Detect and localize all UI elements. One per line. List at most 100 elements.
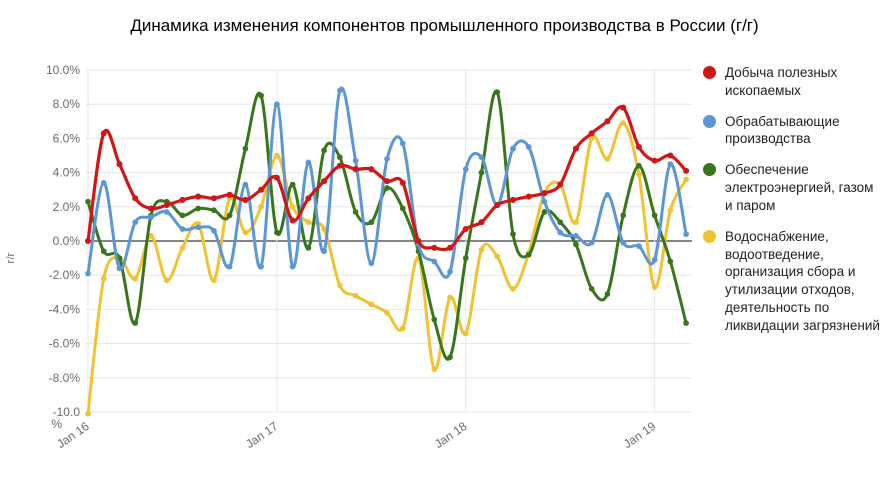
data-point[interactable] bbox=[604, 191, 611, 198]
data-point[interactable] bbox=[321, 248, 327, 255]
data-point[interactable] bbox=[368, 166, 375, 173]
data-point[interactable] bbox=[399, 140, 406, 147]
data-point[interactable] bbox=[573, 233, 579, 239]
data-point[interactable] bbox=[683, 167, 690, 174]
data-point[interactable] bbox=[336, 282, 343, 289]
data-point[interactable] bbox=[195, 193, 202, 200]
data-point[interactable] bbox=[84, 237, 92, 245]
data-point[interactable] bbox=[588, 130, 595, 137]
data-point[interactable] bbox=[148, 214, 154, 220]
data-point[interactable] bbox=[242, 145, 249, 152]
data-point[interactable] bbox=[242, 196, 249, 204]
data-point[interactable] bbox=[384, 178, 391, 185]
data-point[interactable] bbox=[226, 212, 233, 219]
data-point[interactable] bbox=[667, 258, 674, 265]
legend-item-mining[interactable]: Добыча полезных ископаемых bbox=[703, 64, 883, 100]
data-point[interactable] bbox=[494, 202, 501, 209]
data-point[interactable] bbox=[305, 159, 312, 166]
data-point[interactable] bbox=[179, 244, 186, 251]
data-point[interactable] bbox=[683, 176, 689, 183]
data-point[interactable] bbox=[305, 219, 312, 226]
data-point[interactable] bbox=[572, 145, 579, 152]
data-point[interactable] bbox=[510, 231, 516, 238]
data-point[interactable] bbox=[510, 145, 516, 152]
data-point[interactable] bbox=[415, 237, 422, 245]
data-point[interactable] bbox=[336, 87, 343, 94]
data-point[interactable] bbox=[620, 104, 627, 111]
data-point[interactable] bbox=[447, 268, 453, 275]
data-point[interactable] bbox=[604, 118, 611, 125]
data-point[interactable] bbox=[478, 219, 485, 226]
legend-item-water[interactable]: Водоснабжение, водоотведение, организаци… bbox=[703, 228, 883, 335]
data-point[interactable] bbox=[289, 263, 296, 270]
data-point[interactable] bbox=[557, 229, 564, 236]
data-point[interactable] bbox=[352, 292, 359, 299]
data-point[interactable] bbox=[447, 354, 453, 361]
data-point[interactable] bbox=[258, 263, 264, 270]
data-point[interactable] bbox=[336, 154, 343, 161]
data-point[interactable] bbox=[525, 193, 532, 200]
data-point[interactable] bbox=[399, 325, 406, 332]
data-point[interactable] bbox=[132, 195, 139, 202]
data-point[interactable] bbox=[100, 275, 107, 282]
data-point[interactable] bbox=[557, 219, 564, 226]
data-point[interactable] bbox=[85, 198, 91, 205]
data-point[interactable] bbox=[384, 185, 390, 191]
data-point[interactable] bbox=[368, 219, 375, 226]
data-point[interactable] bbox=[447, 294, 453, 301]
data-point[interactable] bbox=[352, 157, 359, 164]
data-point[interactable] bbox=[289, 203, 296, 210]
data-point[interactable] bbox=[494, 253, 501, 260]
data-point[interactable] bbox=[446, 244, 454, 251]
data-point[interactable] bbox=[667, 207, 674, 214]
data-point[interactable] bbox=[305, 195, 312, 202]
data-point[interactable] bbox=[352, 166, 359, 173]
data-point[interactable] bbox=[132, 275, 139, 282]
data-point[interactable] bbox=[604, 291, 611, 297]
data-point[interactable] bbox=[100, 180, 107, 186]
legend-item-manufacturing[interactable]: Обрабатывающие производства bbox=[703, 113, 883, 149]
data-point[interactable] bbox=[368, 260, 375, 267]
data-point[interactable] bbox=[462, 330, 469, 337]
data-point[interactable] bbox=[683, 320, 689, 326]
data-point[interactable] bbox=[274, 101, 280, 108]
data-point[interactable] bbox=[651, 157, 658, 164]
data-point[interactable] bbox=[462, 255, 469, 261]
data-point[interactable] bbox=[179, 226, 186, 232]
data-point[interactable] bbox=[274, 229, 280, 236]
data-point[interactable] bbox=[541, 198, 548, 205]
data-point[interactable] bbox=[620, 239, 627, 246]
data-point[interactable] bbox=[258, 92, 264, 99]
data-point[interactable] bbox=[195, 205, 202, 212]
data-point[interactable] bbox=[509, 196, 517, 204]
data-point[interactable] bbox=[321, 226, 327, 232]
data-point[interactable] bbox=[651, 256, 658, 263]
data-point[interactable] bbox=[85, 410, 91, 417]
data-point[interactable] bbox=[431, 316, 438, 323]
data-point[interactable] bbox=[651, 284, 658, 291]
data-point[interactable] bbox=[541, 209, 548, 215]
data-point[interactable] bbox=[573, 241, 579, 248]
data-point[interactable] bbox=[588, 239, 595, 246]
data-point[interactable] bbox=[525, 144, 532, 150]
data-point[interactable] bbox=[116, 265, 123, 272]
data-point[interactable] bbox=[274, 152, 280, 159]
data-point[interactable] bbox=[258, 203, 264, 210]
data-point[interactable] bbox=[210, 195, 217, 202]
data-point[interactable] bbox=[179, 196, 186, 204]
data-point[interactable] bbox=[620, 120, 627, 126]
data-point[interactable] bbox=[620, 212, 627, 219]
data-point[interactable] bbox=[510, 286, 516, 292]
data-point[interactable] bbox=[242, 229, 249, 236]
data-point[interactable] bbox=[321, 178, 328, 185]
data-point[interactable] bbox=[604, 156, 611, 162]
data-point[interactable] bbox=[557, 181, 564, 188]
data-point[interactable] bbox=[242, 181, 249, 188]
data-point[interactable] bbox=[289, 181, 296, 188]
data-point[interactable] bbox=[273, 174, 280, 181]
data-point[interactable] bbox=[132, 219, 139, 226]
data-point[interactable] bbox=[635, 143, 642, 150]
data-point[interactable] bbox=[636, 171, 642, 178]
data-point[interactable] bbox=[226, 263, 233, 270]
data-point[interactable] bbox=[336, 162, 343, 169]
